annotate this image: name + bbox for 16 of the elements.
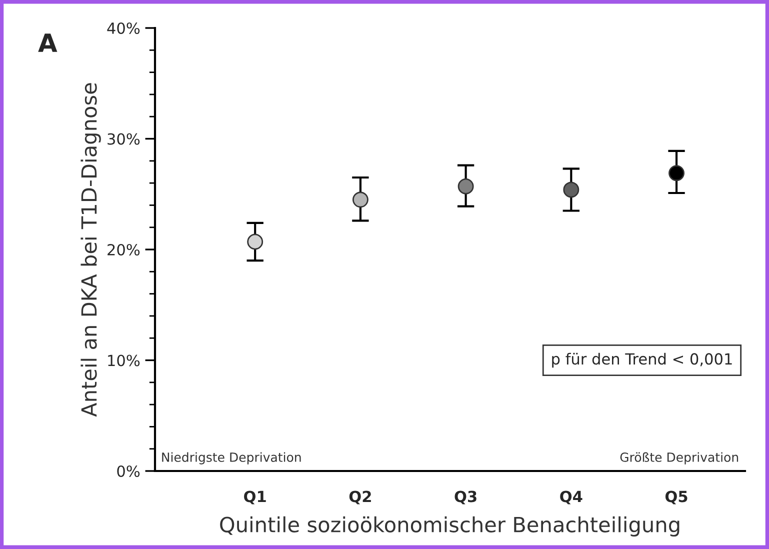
y-tick-label: 40%: [107, 22, 140, 34]
annotation: Niedrigste Deprivation: [162, 452, 301, 464]
annotation: p für den Trend < 0,001: [552, 352, 732, 368]
text: A: [38, 34, 58, 52]
x-tick-label: Q2: [349, 490, 371, 504]
annotation: Größte Deprivation: [620, 452, 738, 464]
y-tick-label: 20%: [108, 244, 140, 256]
x-tick-label: Q1: [244, 490, 266, 504]
y-axis-title: Anteil an DKA bei T1D-Diagnose: [80, 83, 101, 417]
x-tick-label: Q3: [454, 490, 476, 504]
x-tick-label: Q4: [560, 490, 582, 504]
y-tick-label: 30%: [108, 133, 140, 145]
x-tick-label: Q5: [665, 490, 688, 504]
x-axis-title: Quintile sozioökonomischer Benachteiligung: [220, 516, 680, 537]
y-tick-label: 0%: [117, 465, 140, 478]
y-tick-label: 10%: [108, 354, 140, 366]
